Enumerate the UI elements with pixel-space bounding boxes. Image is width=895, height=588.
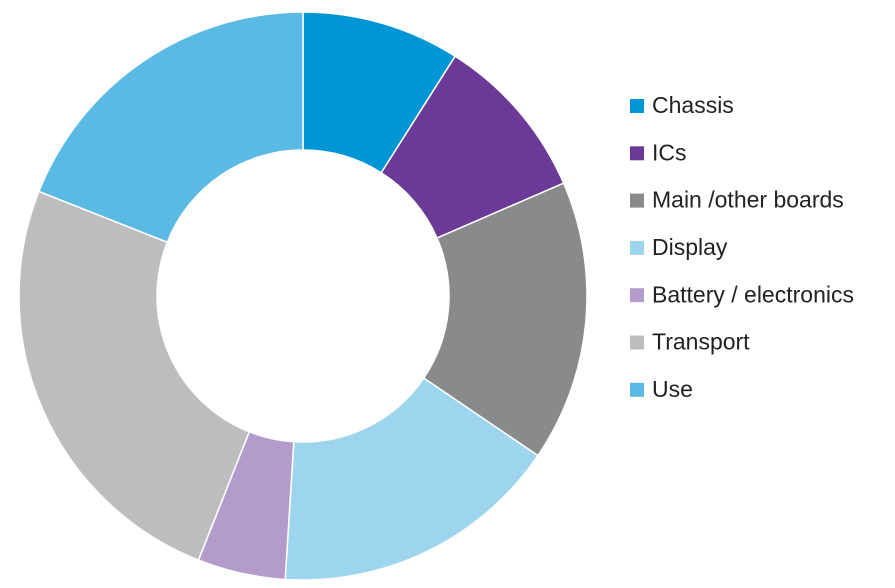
legend-label: Chassis [652,92,734,118]
donut-slice [422,182,588,457]
donut-slice [37,11,304,244]
legend-swatch [630,240,644,255]
legend-label: Display [652,234,728,260]
legend-swatch [630,288,644,303]
legend-swatch [630,193,644,208]
legend-swatch [630,382,644,397]
legend-swatch [630,146,644,161]
legend-label: ICs [652,139,687,165]
legend-swatch [630,99,644,113]
donut-slice [18,190,251,562]
legend-label: Battery / electronics [652,281,854,307]
legend-label: Use [652,376,693,402]
donut-slice [284,377,539,581]
legend-swatch [630,335,644,350]
legend-label: Main /other boards [652,187,844,213]
legend-label: Transport [652,329,750,355]
